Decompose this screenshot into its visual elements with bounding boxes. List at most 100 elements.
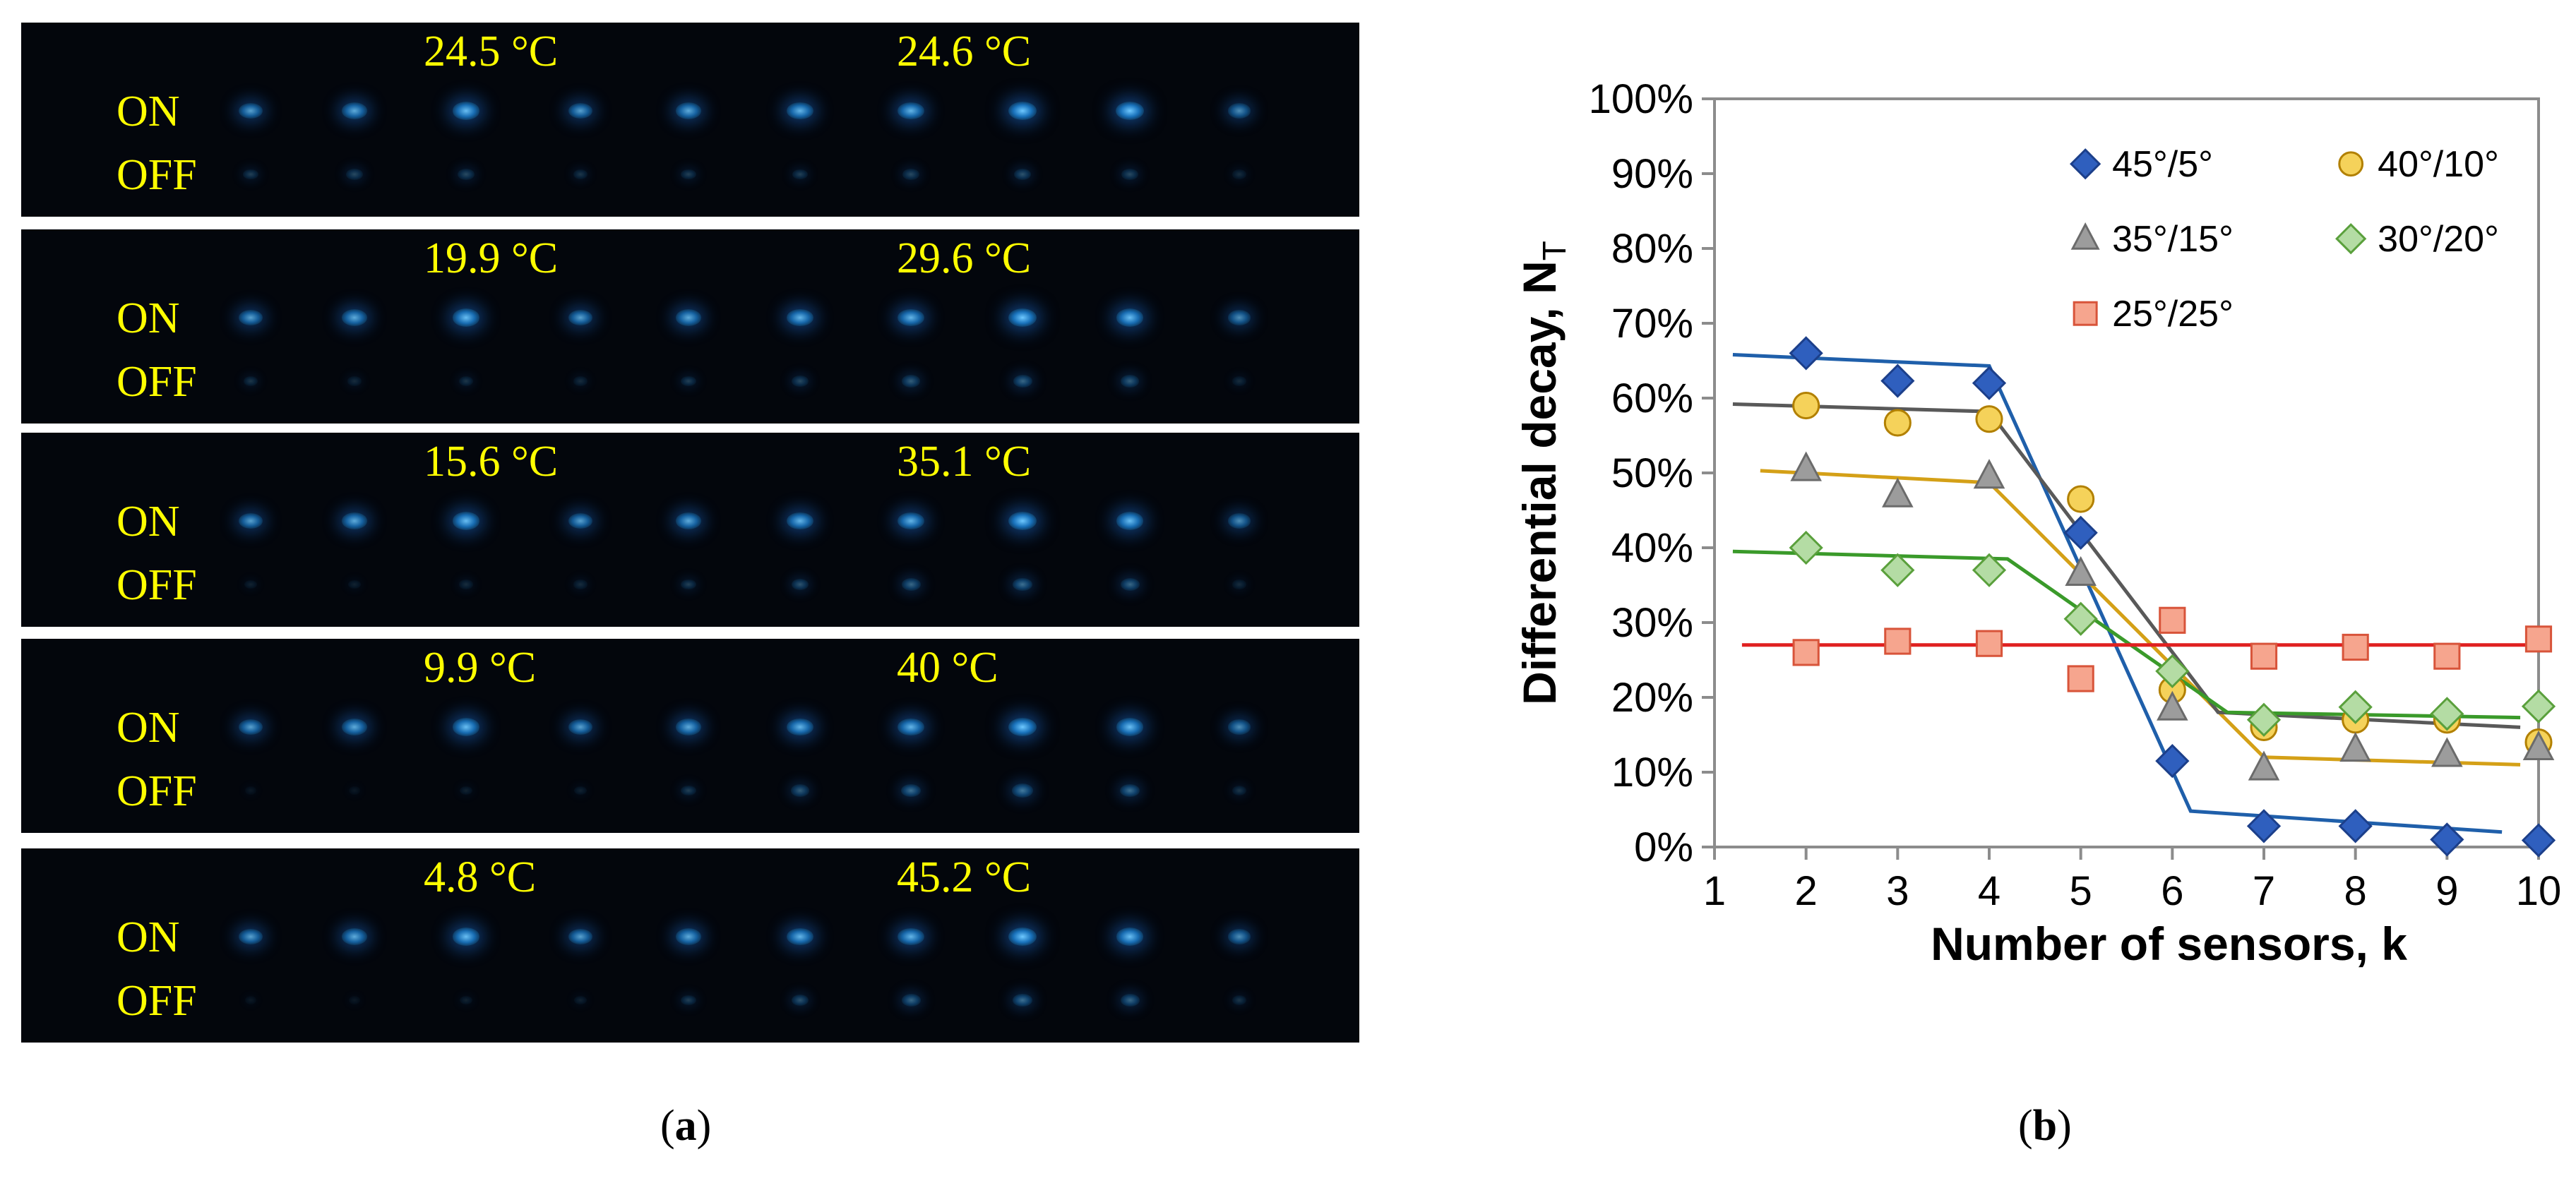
off-spot xyxy=(681,169,696,180)
off-spot xyxy=(681,785,696,796)
data-point xyxy=(2524,625,2553,653)
data-point xyxy=(2521,823,2556,858)
on-spot xyxy=(1227,513,1251,529)
data-point xyxy=(1792,392,1820,420)
y-tick-label: 50% xyxy=(1611,450,1693,496)
off-spot xyxy=(1012,993,1033,1007)
y-tick-label: 30% xyxy=(1611,600,1693,646)
off-spot xyxy=(346,169,363,180)
x-tick-label: 9 xyxy=(2435,868,2458,914)
legend-label: 30°/20° xyxy=(2378,219,2499,260)
data-point xyxy=(1883,409,1912,437)
off-spot xyxy=(1120,994,1140,1007)
data-point xyxy=(2063,601,2098,636)
y-tick-label: 60% xyxy=(1611,376,1693,421)
y-tick-label: 80% xyxy=(1611,226,1693,272)
on-spot xyxy=(787,927,813,946)
data-point xyxy=(2430,697,2464,731)
off-spot xyxy=(573,580,588,589)
x-axis-title: Number of sensors, k xyxy=(1931,918,2407,970)
temperature-strip: 4.8 °C 45.2 °C ON OFF xyxy=(21,848,1359,1043)
on-label: ON xyxy=(117,913,180,961)
off-spot xyxy=(1232,169,1246,179)
data-point xyxy=(2246,809,2282,843)
on-spot xyxy=(452,512,480,530)
off-spot xyxy=(791,784,809,797)
on-spot xyxy=(1116,102,1144,120)
off-spot xyxy=(1232,786,1247,795)
on-spot xyxy=(452,308,480,327)
on-spot xyxy=(1227,103,1251,119)
data-point xyxy=(2433,642,2461,670)
legend-label: 45°/5° xyxy=(2112,144,2213,185)
temp-right-label: 29.6 °C xyxy=(897,234,1032,282)
off-spot xyxy=(1119,783,1140,798)
on-label: ON xyxy=(117,704,180,752)
plot-area-border xyxy=(1713,97,2540,848)
y-tick-label: 100% xyxy=(1589,76,1693,122)
on-spot xyxy=(1008,512,1037,530)
on-spot xyxy=(341,102,368,119)
on-spot xyxy=(1116,308,1144,327)
x-tick-label: 3 xyxy=(1886,868,1909,914)
on-spot xyxy=(675,928,702,945)
off-spot xyxy=(348,580,361,589)
on-spot xyxy=(675,102,702,119)
legend-marker xyxy=(2338,151,2364,177)
temp-left-label: 15.6 °C xyxy=(424,438,559,486)
on-spot xyxy=(238,309,263,326)
on-spot xyxy=(898,512,924,530)
on-spot xyxy=(675,512,702,529)
data-point xyxy=(1880,364,1915,398)
data-point xyxy=(2250,642,2278,670)
data-point xyxy=(2067,665,2094,692)
off-spot xyxy=(348,786,361,795)
off-label: OFF xyxy=(117,358,197,406)
off-spot xyxy=(1232,376,1246,386)
off-spot xyxy=(791,994,809,1007)
fit-line xyxy=(1732,549,2521,720)
panel-b-chart: 0% 10% 20% 30% 40% 50% 60% 70% 80% 90% 100% 1 2 3 4 5 6 7… xyxy=(1441,0,2576,1059)
temperature-strip: 24.5 °C 24.6 °C ON OFF xyxy=(21,23,1359,217)
fit-line xyxy=(1732,402,2521,729)
data-point xyxy=(1884,627,1912,655)
on-spot xyxy=(1227,310,1251,325)
on-spot xyxy=(898,927,924,946)
off-spot xyxy=(347,376,362,386)
off-spot xyxy=(1012,577,1033,592)
off-spot xyxy=(900,783,922,798)
on-label: ON xyxy=(117,498,180,546)
on-spot xyxy=(787,718,813,736)
data-point xyxy=(1790,451,1822,481)
temp-left-label: 19.9 °C xyxy=(424,234,559,282)
off-spot xyxy=(460,786,472,795)
off-spot xyxy=(1232,995,1247,1005)
legend-marker xyxy=(2070,148,2101,180)
fit-line xyxy=(1760,469,2521,767)
on-spot xyxy=(568,309,593,326)
y-axis-title-main: Differential decay, N xyxy=(1513,260,1566,705)
temperature-strip: 19.9 °C 29.6 °C ON OFF xyxy=(21,229,1359,424)
caption-a: (a) xyxy=(660,1102,712,1150)
y-tick-label: 20% xyxy=(1611,675,1693,721)
temp-right-label: 40 °C xyxy=(897,644,998,692)
off-spot xyxy=(901,578,921,591)
off-label: OFF xyxy=(117,561,197,609)
off-spot xyxy=(1121,169,1138,180)
y-axis-title: Differential decay, NT xyxy=(1513,241,1573,705)
on-spot xyxy=(787,102,813,120)
legend-marker xyxy=(2070,222,2100,250)
off-spot xyxy=(244,580,257,589)
off-spot xyxy=(574,995,587,1005)
on-label: ON xyxy=(117,294,180,342)
off-spot xyxy=(460,995,472,1005)
off-spot xyxy=(901,994,921,1007)
on-spot xyxy=(1008,718,1037,736)
on-spot xyxy=(238,928,263,945)
caption-b: (b) xyxy=(2018,1102,2072,1150)
data-point xyxy=(2522,730,2555,760)
x-tick-label: 1 xyxy=(1703,868,1726,914)
data-point xyxy=(2157,690,2188,721)
temp-left-label: 9.9 °C xyxy=(424,644,537,692)
off-spot xyxy=(1013,168,1032,181)
